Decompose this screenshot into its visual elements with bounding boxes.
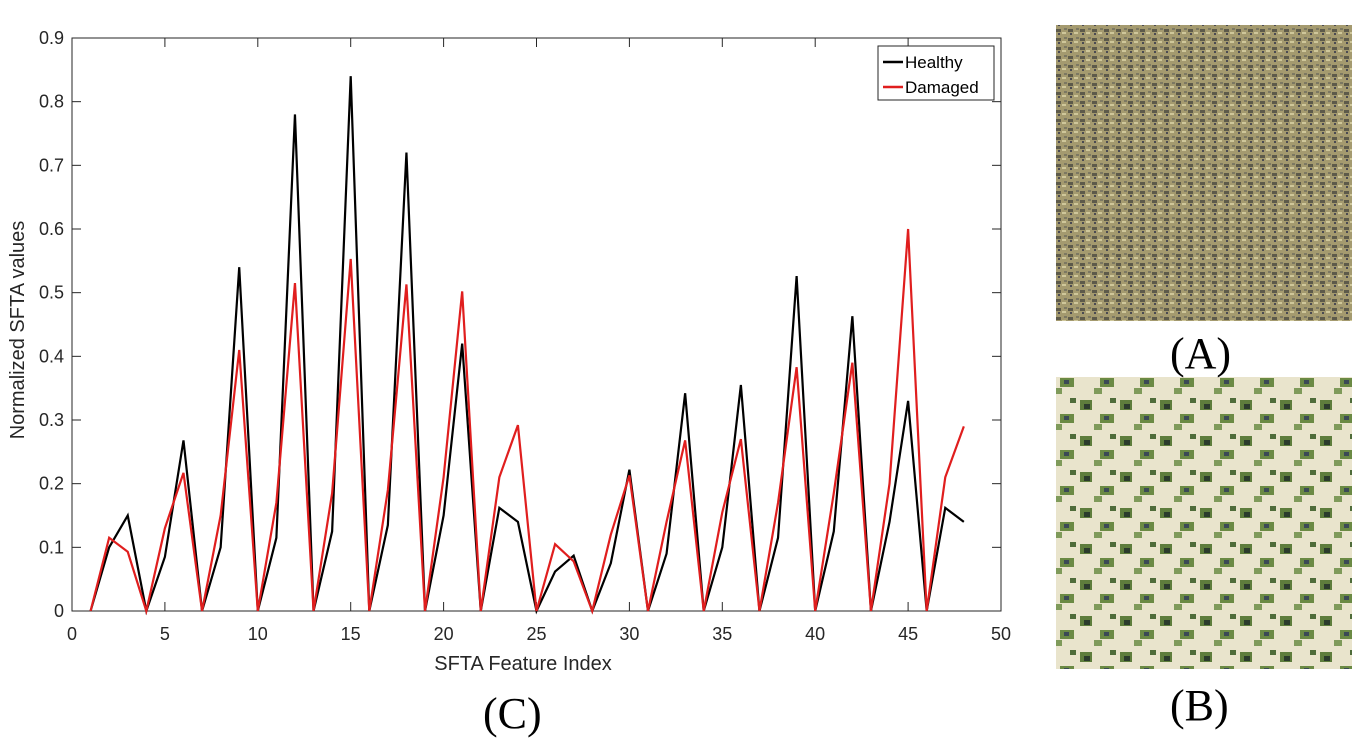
y-tick-label: 0.3 xyxy=(39,410,64,430)
x-tick-label: 30 xyxy=(619,624,639,644)
damaged-texture-image xyxy=(1056,377,1352,669)
series-group xyxy=(89,76,965,616)
y-tick-label: 0.9 xyxy=(39,28,64,48)
x-axis: 0 5 10 15 20 25 30 35 40 45 50 xyxy=(67,38,1011,644)
x-tick-label: 15 xyxy=(341,624,361,644)
x-tick-label: 40 xyxy=(805,624,825,644)
y-tick-label: 0.1 xyxy=(39,537,64,557)
y-axis-title: Normalized SFTA values xyxy=(7,221,29,440)
panel-label-a: (A) xyxy=(1170,329,1232,378)
x-tick-label: 35 xyxy=(712,624,732,644)
y-tick-label: 0.6 xyxy=(39,219,64,239)
y-tick-label: 0.5 xyxy=(39,283,64,303)
legend: Healthy Damaged xyxy=(877,45,995,101)
plot-area xyxy=(71,37,1002,612)
y-tick-label: 0.4 xyxy=(39,346,64,366)
legend-label-healthy: Healthy xyxy=(905,53,963,72)
x-axis-title: SFTA Feature Index xyxy=(434,653,612,675)
y-axis: 0 0.1 0.2 0.3 0.4 0.5 0.6 0.7 0.8 0.9 xyxy=(39,28,1001,621)
legend-label-damaged: Damaged xyxy=(905,78,979,97)
panel-label-c: (C) xyxy=(483,689,542,738)
y-tick-label: 0 xyxy=(54,601,64,621)
x-tick-label: 20 xyxy=(434,624,454,644)
x-tick-label: 50 xyxy=(991,624,1011,644)
y-tick-label: 0.8 xyxy=(39,92,64,112)
x-tick-label: 45 xyxy=(898,624,918,644)
y-tick-label: 0.2 xyxy=(39,474,64,494)
panel-label-b: (B) xyxy=(1170,681,1229,730)
healthy-texture-image xyxy=(1056,25,1352,321)
x-tick-label: 10 xyxy=(248,624,268,644)
legend-box xyxy=(877,45,995,101)
y-tick-label: 0.7 xyxy=(39,155,64,175)
x-tick-label: 25 xyxy=(526,624,546,644)
x-tick-label: 0 xyxy=(67,624,77,644)
x-tick-label: 5 xyxy=(160,624,170,644)
series-line-damaged xyxy=(89,228,965,616)
